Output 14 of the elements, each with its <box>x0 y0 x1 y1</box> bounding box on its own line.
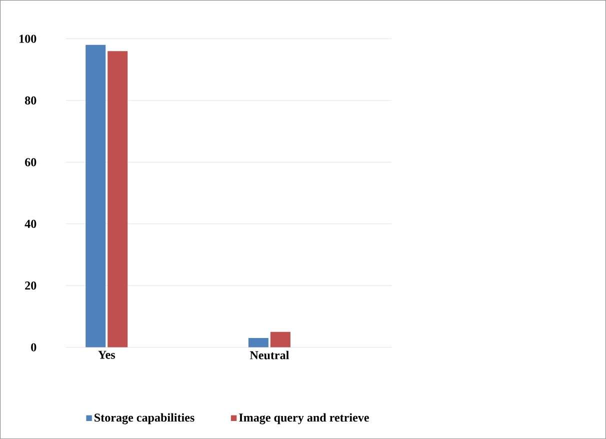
y-tick-label: 0 <box>31 343 36 352</box>
bar <box>270 332 290 348</box>
y-tick-label: 100 <box>20 34 36 43</box>
y-tick-label: 20 <box>25 282 36 290</box>
legend-label: Image query and retrieve <box>239 413 369 424</box>
y-tick-label: 40 <box>24 220 36 228</box>
bar <box>86 44 106 348</box>
y-tick-label: 60 <box>25 158 36 166</box>
x-tick-label: Neutral <box>250 350 289 360</box>
y-tick-label: 80 <box>24 96 36 105</box>
bar <box>108 51 128 348</box>
legend-label: Storage capabilities <box>94 413 194 424</box>
bar <box>248 338 268 348</box>
x-tick-label: Yes <box>98 350 116 359</box>
